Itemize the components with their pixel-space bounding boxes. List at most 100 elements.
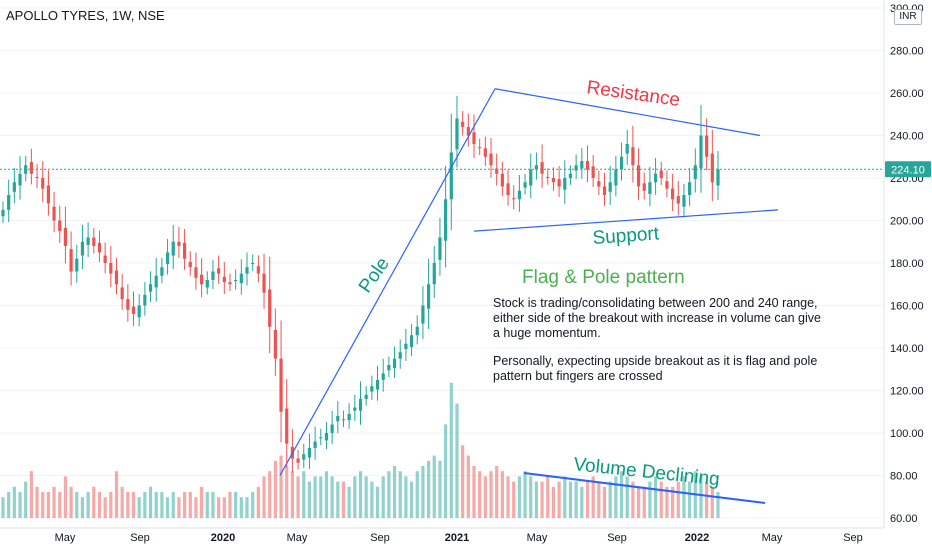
candle-body	[52, 206, 56, 221]
candle-body	[279, 358, 283, 412]
candle-body	[483, 148, 487, 157]
candle-body	[449, 152, 453, 200]
volume-bar	[563, 476, 567, 518]
candle-body	[699, 135, 703, 169]
volume-bar	[409, 481, 414, 518]
candle-body	[177, 241, 181, 246]
volume-bar	[540, 481, 544, 518]
candle-body	[296, 458, 300, 463]
pole-label: Pole	[355, 254, 394, 297]
candle-body	[563, 178, 567, 190]
candle-body	[512, 198, 516, 200]
candle-body	[546, 176, 550, 178]
volume-bar	[404, 476, 408, 518]
candle-body	[568, 173, 573, 178]
candle-body	[392, 358, 397, 369]
candle-body	[97, 242, 102, 253]
time-axis[interactable]: May Sep 2020 May Sep 2021 May Sep 2022 May Sep	[55, 532, 863, 544]
candle-body	[171, 241, 175, 256]
candle-body	[495, 168, 499, 174]
volume-bar	[86, 492, 90, 518]
candle-body	[387, 365, 391, 371]
candle-body	[165, 252, 170, 265]
volume-bar	[432, 455, 436, 518]
volume-bar	[52, 486, 56, 518]
volume-bar	[716, 492, 720, 518]
volume-bar	[659, 481, 663, 518]
candle-body	[370, 386, 374, 392]
candle-body	[29, 162, 33, 174]
candle-body	[444, 199, 448, 241]
candle-body	[262, 273, 266, 293]
candle-body	[619, 156, 624, 170]
candle-body	[137, 305, 141, 318]
volume-bar	[160, 492, 164, 518]
volume-bar	[546, 476, 550, 518]
volume-bar	[41, 492, 45, 518]
candle-body	[205, 280, 209, 288]
volume-bar	[234, 492, 238, 518]
volume-bar	[557, 481, 561, 518]
volume-bar	[676, 481, 680, 518]
last-price-tag-label: 224.10	[891, 164, 925, 176]
volume-bar	[614, 476, 618, 518]
price-tick-label: 100.00	[890, 428, 924, 440]
candle-body	[472, 132, 476, 144]
candle-body	[12, 182, 16, 192]
candle-body	[353, 407, 357, 411]
price-tick-label: 80.00	[890, 471, 918, 483]
volume-bar	[12, 486, 16, 518]
candle-body	[120, 287, 124, 300]
candle-body	[109, 263, 113, 274]
volume-bar	[591, 476, 595, 518]
time-tick-label: Sep	[370, 532, 390, 544]
price-tick-label: 240.00	[890, 131, 924, 143]
volume-bar	[154, 492, 158, 518]
volume-bar	[143, 492, 147, 518]
candle-body	[285, 408, 289, 444]
volume-bar	[466, 455, 470, 518]
currency-badge[interactable]: INR	[894, 9, 922, 25]
volume-bars	[1, 382, 720, 518]
candle-body	[716, 169, 720, 186]
candle-body	[466, 127, 470, 136]
volume-bar	[324, 471, 329, 518]
time-tick-label: 2022	[685, 532, 709, 544]
time-tick-label: Sep	[607, 532, 627, 544]
candle-body	[398, 352, 402, 359]
resistance-line	[494, 88, 761, 137]
volume-bar	[222, 497, 226, 518]
candle-body	[478, 147, 482, 149]
volume-bar	[290, 471, 295, 518]
volume-bar	[239, 497, 243, 518]
candle-body	[1, 209, 5, 217]
candle-body	[597, 181, 601, 187]
support-label: Support	[592, 223, 661, 249]
candle-body	[86, 237, 90, 245]
volume-bar	[585, 481, 590, 518]
volume-bar	[188, 492, 192, 518]
price-tick-label: 160.00	[890, 301, 924, 313]
volume-bar	[35, 486, 39, 518]
candle-body	[211, 271, 215, 280]
candle-body	[489, 153, 493, 166]
candle-body	[18, 173, 22, 186]
candle-body	[182, 242, 187, 259]
candle-body	[625, 144, 629, 154]
candle-body	[143, 294, 147, 306]
candle-body	[676, 196, 680, 204]
volume-bar	[602, 486, 607, 518]
candle-body	[200, 274, 204, 285]
candle-body	[7, 195, 11, 210]
candle-body	[154, 275, 158, 288]
volume-bar	[1, 497, 5, 518]
price-tick-label: 140.00	[890, 343, 924, 355]
price-axis[interactable]: 300.00280.00260.00240.00220.00200.00180.…	[0, 0, 924, 529]
candle-body	[574, 165, 578, 171]
candle-body	[534, 165, 539, 170]
volume-bar	[517, 476, 521, 518]
candle-body	[358, 399, 363, 411]
volume-bar	[387, 471, 391, 518]
